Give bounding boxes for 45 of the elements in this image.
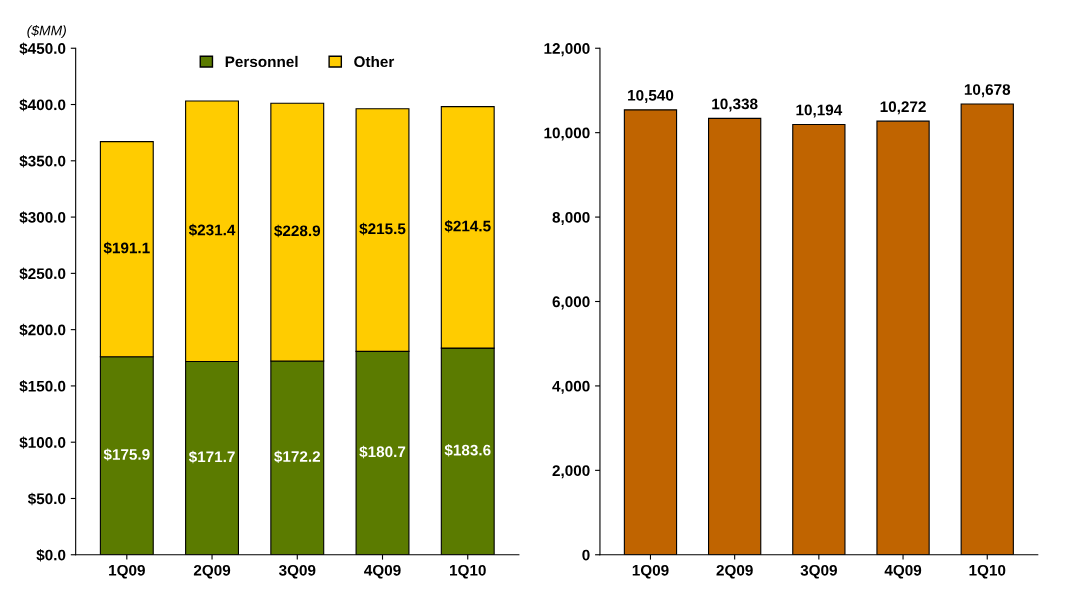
x-tick-label: 2Q09 [193, 564, 231, 579]
data-label: 10,540 [628, 89, 674, 103]
x-tick-label: 1Q10 [450, 564, 486, 579]
x-tick-label: 3Q09 [800, 564, 837, 579]
y-tick-label: $150.0 [19, 380, 66, 393]
y-tick-label: $0.0 [36, 548, 66, 562]
data-label: $175.9 [103, 448, 150, 461]
y-tick-label: $300.0 [19, 211, 66, 224]
data-label: $214.5 [444, 219, 491, 233]
y-tick-label: $400.0 [19, 98, 66, 112]
y-tick-label: 10,000 [544, 127, 590, 141]
x-tick-label: 1Q09 [109, 564, 145, 579]
x-tick-label: 1Q10 [969, 564, 1006, 579]
x-tick-label: 4Q09 [364, 564, 401, 579]
data-label: $180.7 [359, 445, 406, 459]
y-tick-label: 0 [582, 549, 590, 561]
data-label: 10,194 [796, 104, 843, 118]
y-tick-label: 4,000 [552, 380, 590, 394]
data-label: $171.7 [188, 450, 235, 464]
data-label: $215.5 [359, 222, 406, 236]
y-tick-label: $100.0 [19, 436, 66, 449]
x-tick-label: 4Q09 [884, 564, 922, 579]
y-tick-label: $350.0 [19, 155, 66, 168]
y-tick-label: 6,000 [552, 296, 590, 310]
y-axis-title: ($MM) [27, 24, 66, 39]
x-tick-label: 2Q09 [716, 564, 753, 579]
data-label: 10,272 [880, 101, 926, 115]
x-tick-label: 3Q09 [278, 564, 316, 579]
data-label: $172.2 [274, 450, 321, 463]
data-label: 10,678 [964, 84, 1011, 98]
data-label: $228.9 [274, 224, 321, 238]
legend-label: Personnel [225, 55, 298, 68]
y-tick-label: $250.0 [19, 267, 66, 281]
y-tick-label: $50.0 [27, 492, 66, 506]
data-label: $231.4 [188, 223, 236, 237]
y-tick-label: 8,000 [552, 211, 590, 225]
data-label: $183.6 [444, 444, 491, 457]
data-label: $191.1 [103, 241, 150, 255]
y-tick-label: $450.0 [19, 42, 66, 55]
y-tick-label: 12,000 [544, 43, 590, 57]
y-tick-label: 2,000 [552, 465, 590, 479]
x-tick-label: 1Q09 [632, 564, 669, 579]
legend-label: Other [354, 55, 395, 68]
data-label: 10,338 [712, 98, 758, 112]
y-tick-label: $200.0 [19, 323, 66, 337]
